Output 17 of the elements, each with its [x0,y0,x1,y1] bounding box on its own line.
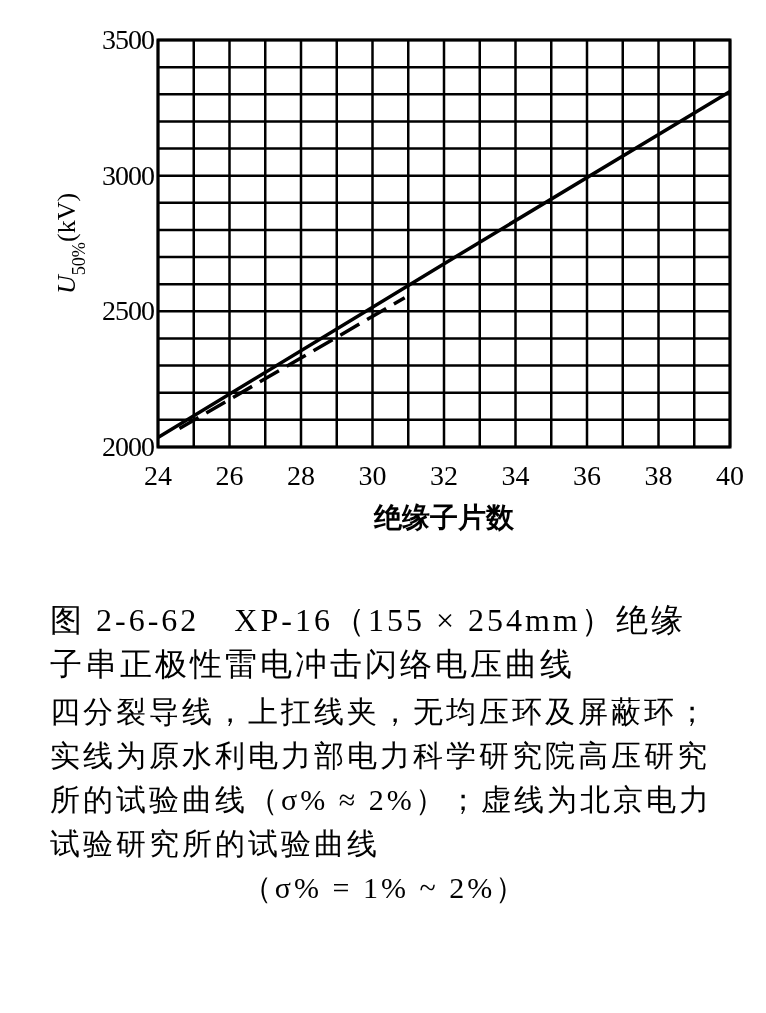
x-tick-label: 38 [644,460,673,491]
y-tick-label: 3000 [102,159,154,191]
x-axis-title: 绝缘子片数 [373,501,515,534]
x-tick-label: 24 [144,460,172,491]
x-tick-label: 28 [287,460,315,491]
x-tick-label: 36 [573,460,601,491]
y-tick-label: 3500 [102,24,154,55]
x-tick-label: 26 [215,460,244,491]
y-tick-label: 2000 [102,431,154,462]
y-tick-label: 2500 [102,295,154,327]
x-tick-label: 40 [716,460,744,491]
x-tick-label: 30 [358,460,387,491]
text: 图 2-6-62 XP-16（155 × 254mm）绝缘子串正极性雷电冲击闪络电压曲线 [50,601,687,684]
x-tick-label: 34 [501,460,530,491]
text: （σ% = 1% ~ 2%） [240,870,530,906]
text: 四分裂导线，上扛线夹，无均压环及屏蔽环；实线为原水利电力部电力科学研究院高压研究所的试验曲线（σ% ≈ 2%）；虚线为北京电力试验研究所的试验曲线 [50,694,713,862]
x-tick-label: 32 [430,460,458,491]
